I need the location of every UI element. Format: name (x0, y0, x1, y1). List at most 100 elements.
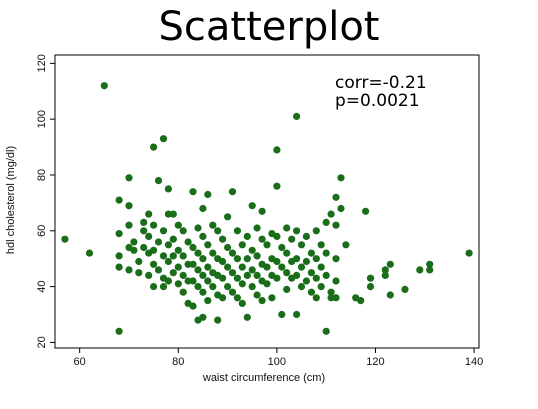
plot-area-frame (54, 54, 480, 349)
data-point (204, 241, 212, 249)
data-point (189, 302, 197, 310)
data-point (228, 188, 237, 196)
data-point (199, 232, 207, 240)
data-point (204, 277, 212, 285)
data-point (332, 221, 340, 229)
data-point (189, 243, 197, 252)
data-point (194, 266, 202, 274)
data-point (204, 297, 212, 305)
data-point (322, 327, 330, 335)
y-tick-label: 100 (36, 110, 48, 128)
data-point (322, 249, 330, 257)
data-point (174, 263, 182, 271)
data-point (204, 263, 212, 271)
data-point (238, 280, 246, 288)
data-point (199, 313, 207, 321)
data-point (273, 274, 281, 282)
data-point (169, 235, 177, 243)
x-axis-label: waist circumference (cm) (202, 372, 325, 384)
data-point (179, 227, 187, 235)
data-point (194, 224, 202, 232)
data-point (332, 277, 340, 285)
data-point (140, 243, 148, 252)
data-point (174, 221, 182, 229)
y-tick-label: 60 (36, 225, 48, 237)
annotation-corr: corr=-0.21 (335, 73, 427, 93)
data-point (209, 283, 217, 291)
data-points (61, 82, 473, 335)
data-point (297, 283, 306, 291)
data-point (426, 260, 434, 268)
data-point (130, 246, 138, 254)
data-point (312, 294, 320, 302)
data-point (322, 271, 330, 279)
data-point (302, 277, 310, 285)
data-point (273, 182, 281, 190)
data-point (199, 204, 207, 213)
data-point (465, 249, 473, 257)
y-tick-label: 40 (36, 280, 48, 292)
data-point (115, 196, 123, 204)
data-point (115, 230, 123, 238)
y-tick-label: 20 (36, 336, 48, 348)
data-point (154, 177, 163, 185)
data-point (154, 238, 163, 246)
data-point (140, 227, 148, 235)
data-point (283, 224, 291, 232)
data-point (150, 221, 158, 229)
data-point (125, 202, 133, 210)
data-point (366, 274, 375, 282)
data-point (85, 249, 94, 257)
data-point (150, 260, 158, 268)
data-point (179, 288, 187, 296)
data-point (253, 271, 261, 279)
data-point (248, 266, 256, 274)
data-point (204, 190, 212, 199)
data-point (233, 274, 241, 282)
data-point (317, 283, 325, 291)
data-point (135, 269, 143, 277)
x-tick-label: 100 (268, 356, 286, 368)
data-point (159, 252, 168, 260)
data-point (150, 246, 158, 254)
data-point (189, 277, 197, 285)
data-point (169, 210, 177, 218)
data-point (332, 255, 340, 263)
data-point (312, 227, 320, 235)
chart-title: Scatterplot (158, 4, 380, 50)
data-point (169, 252, 177, 260)
data-point (189, 188, 197, 196)
data-point (293, 227, 301, 235)
data-point (214, 227, 222, 235)
data-point (288, 235, 296, 243)
data-point (199, 288, 207, 296)
data-point (228, 269, 237, 277)
data-point (115, 263, 123, 271)
data-point (154, 266, 163, 274)
data-point (179, 271, 187, 279)
data-point (243, 232, 251, 240)
data-point (337, 174, 345, 182)
data-point (199, 255, 207, 263)
data-point (125, 221, 133, 229)
data-point (135, 257, 143, 266)
data-point (401, 285, 409, 293)
data-point (238, 263, 246, 271)
data-point (125, 266, 133, 274)
data-point (312, 255, 320, 263)
data-point (243, 271, 251, 279)
data-point (416, 266, 424, 274)
data-point (248, 246, 256, 254)
data-point (283, 285, 291, 293)
data-point (278, 310, 286, 319)
data-point (248, 202, 256, 210)
data-point (243, 313, 251, 321)
annotation-p: p=0.0021 (335, 91, 420, 111)
data-point (169, 269, 177, 277)
x-tick-label: 120 (366, 356, 384, 368)
data-point (293, 112, 301, 120)
data-point (194, 249, 202, 257)
data-point (209, 221, 217, 229)
data-point (273, 257, 281, 266)
